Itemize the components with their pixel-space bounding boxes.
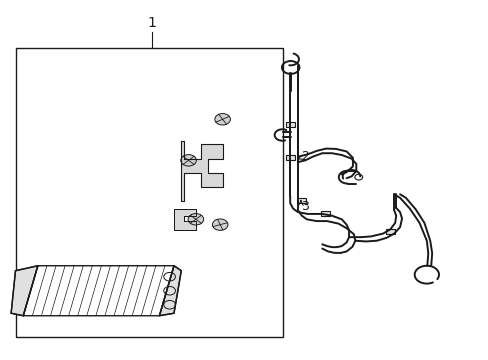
Circle shape — [181, 155, 196, 166]
Bar — [386, 229, 394, 234]
Circle shape — [212, 219, 227, 230]
Text: 1: 1 — [147, 16, 156, 30]
Circle shape — [188, 213, 203, 225]
Polygon shape — [11, 266, 38, 316]
Polygon shape — [159, 266, 181, 316]
Text: 2: 2 — [301, 149, 308, 163]
Bar — [296, 198, 305, 203]
Circle shape — [214, 113, 230, 125]
Bar — [285, 122, 294, 127]
Polygon shape — [181, 141, 222, 202]
Text: 3: 3 — [301, 200, 308, 213]
Bar — [321, 211, 329, 216]
Bar — [16, 48, 283, 337]
Polygon shape — [174, 208, 196, 230]
Bar — [285, 156, 294, 160]
